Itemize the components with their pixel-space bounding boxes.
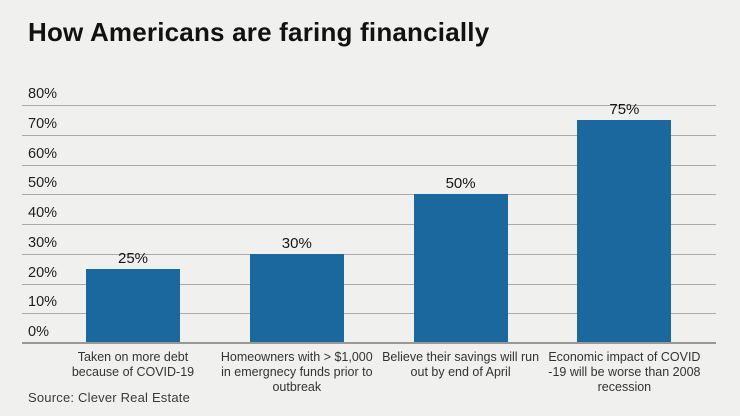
x-axis-category-label: Believe their savings will run out by en…	[382, 350, 540, 379]
y-axis-tick-label: 20%	[28, 264, 58, 281]
gridline	[22, 164, 716, 166]
bar	[577, 119, 672, 343]
gridline	[22, 194, 716, 196]
x-axis-category-label: Economic impact of COVID -19 will be wor…	[548, 350, 701, 394]
y-axis-tick-label: 40%	[28, 205, 58, 221]
gridline	[22, 224, 716, 225]
gridline	[22, 253, 716, 255]
bar-value-label: 25%	[117, 249, 149, 267]
bar	[413, 194, 508, 343]
gridline	[22, 105, 716, 106]
gridline	[22, 134, 716, 136]
gridline	[22, 313, 716, 315]
y-axis-tick-label: 70%	[28, 115, 58, 132]
bar-value-label: 75%	[609, 100, 640, 118]
gridline	[22, 283, 716, 285]
y-axis-tick-label: 0%	[28, 324, 49, 340]
bar-value-label: 30%	[281, 234, 312, 252]
chart-title: How Americans are faring financially	[28, 17, 490, 47]
y-axis-tick-label: 50%	[28, 175, 58, 192]
bar	[249, 253, 344, 343]
bar	[86, 268, 180, 343]
y-axis-tick-label: 60%	[28, 145, 58, 162]
x-axis-category-label: Taken on more debt because of COVID-19	[71, 350, 195, 379]
x-axis-line	[22, 342, 716, 344]
bar-value-label: 50%	[445, 175, 476, 193]
source-note: Source: Clever Real Estate	[28, 390, 190, 405]
y-axis-tick-label: 80%	[28, 86, 58, 102]
y-axis-tick-label: 30%	[28, 234, 58, 251]
y-axis-tick-label: 10%	[28, 294, 58, 311]
x-axis-category-label: Homeowners with > $1,000 in emergnecy fu…	[220, 350, 373, 394]
